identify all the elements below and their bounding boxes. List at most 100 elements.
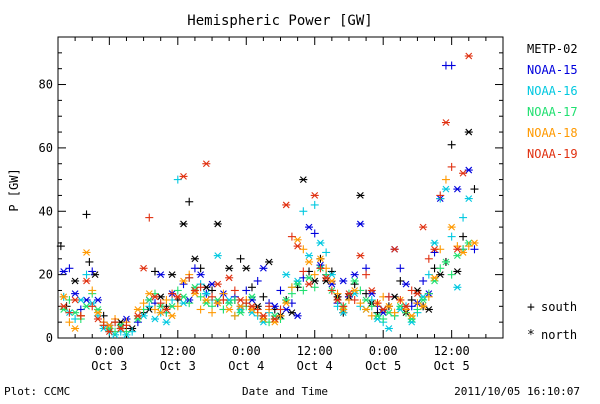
data-point-noaa-15 xyxy=(419,276,428,285)
data-point-noaa-18 xyxy=(293,236,302,244)
data-point-noaa-18 xyxy=(407,312,416,320)
data-point-noaa-18 xyxy=(430,274,439,282)
x-tick-label-date: Oct 4 xyxy=(297,359,333,373)
data-point-noaa-16 xyxy=(305,252,314,260)
data-point-noaa-15 xyxy=(276,286,285,295)
data-point-noaa-16 xyxy=(430,239,439,247)
data-point-noaa-19 xyxy=(265,302,274,311)
data-point-metp-02 xyxy=(56,242,65,251)
chart-title: Hemispheric Power [GW] xyxy=(187,13,372,29)
data-point-noaa-17 xyxy=(453,252,462,260)
data-point-metp-02 xyxy=(168,271,177,279)
data-point-noaa-19 xyxy=(276,305,285,314)
data-point-noaa-16 xyxy=(384,325,393,332)
data-point-noaa-19 xyxy=(464,52,473,60)
data-point-noaa-19 xyxy=(111,318,120,327)
data-point-noaa-17 xyxy=(305,274,314,282)
data-point-noaa-16 xyxy=(150,315,159,323)
data-point-noaa-18 xyxy=(316,255,325,263)
data-point-noaa-19 xyxy=(316,264,325,273)
data-point-noaa-18 xyxy=(305,258,314,266)
data-point-noaa-18 xyxy=(310,270,319,279)
data-point-noaa-15 xyxy=(310,229,319,238)
legend-entry-noaa-17: NOAA-17 xyxy=(527,105,578,119)
data-points xyxy=(56,52,479,339)
data-point-noaa-18 xyxy=(213,299,222,307)
data-point-noaa-18 xyxy=(145,290,154,298)
data-point-noaa-15 xyxy=(93,296,102,304)
data-point-noaa-17 xyxy=(447,270,456,279)
data-point-noaa-18 xyxy=(133,306,142,313)
data-point-noaa-19 xyxy=(230,286,239,295)
data-point-metp-02 xyxy=(213,220,222,228)
data-point-noaa-19 xyxy=(219,295,228,304)
marker-legend-label: south xyxy=(541,300,577,314)
data-point-noaa-18 xyxy=(282,299,291,307)
data-point-noaa-18 xyxy=(156,309,165,317)
data-point-noaa-19 xyxy=(139,264,148,272)
data-point-noaa-19 xyxy=(339,302,348,311)
data-point-metp-02 xyxy=(447,140,456,149)
data-point-noaa-18 xyxy=(71,325,80,332)
x-tick-label-time: 0:00 xyxy=(232,344,261,358)
data-point-noaa-18 xyxy=(168,312,177,320)
data-point-noaa-16 xyxy=(459,213,468,222)
data-point-noaa-19 xyxy=(293,242,302,250)
data-point-metp-02 xyxy=(185,197,194,206)
legend-entry-noaa-16: NOAA-16 xyxy=(527,84,578,98)
data-point-noaa-16 xyxy=(310,200,319,209)
data-point-noaa-18 xyxy=(202,296,211,304)
data-point-noaa-16 xyxy=(145,302,154,311)
x-tick-label-date: Oct 4 xyxy=(228,359,264,373)
y-axis-ticks: 0 20 40 60 80 xyxy=(39,52,503,345)
data-point-noaa-19 xyxy=(133,312,142,320)
data-point-noaa-19 xyxy=(419,223,428,231)
data-point-noaa-15 xyxy=(65,264,74,273)
data-point-metp-02 xyxy=(85,257,94,266)
data-point-noaa-19 xyxy=(453,245,462,253)
data-point-metp-02 xyxy=(299,176,308,183)
data-point-metp-02 xyxy=(82,210,91,219)
data-point-noaa-17 xyxy=(367,302,376,311)
data-point-noaa-15 xyxy=(339,277,348,285)
data-point-noaa-18 xyxy=(139,299,148,308)
data-point-noaa-16 xyxy=(441,185,450,193)
data-point-metp-02 xyxy=(396,276,405,285)
data-point-noaa-16 xyxy=(316,239,325,247)
data-point-noaa-17 xyxy=(362,296,371,304)
data-point-noaa-19 xyxy=(373,299,382,308)
data-point-noaa-16 xyxy=(453,283,462,291)
data-point-noaa-19 xyxy=(390,245,399,253)
data-point-noaa-18 xyxy=(65,318,74,327)
data-point-metp-02 xyxy=(225,264,234,272)
data-point-noaa-19 xyxy=(344,290,353,298)
data-point-noaa-15 xyxy=(59,268,68,275)
data-point-noaa-17 xyxy=(145,296,154,304)
data-point-metp-02 xyxy=(310,277,319,285)
x-tick-label-date: Oct 5 xyxy=(434,359,470,373)
data-point-noaa-18 xyxy=(459,249,468,256)
data-point-noaa-19 xyxy=(208,292,217,301)
data-point-noaa-16 xyxy=(202,290,211,298)
data-point-noaa-19 xyxy=(436,191,445,200)
data-point-noaa-19 xyxy=(105,328,114,336)
data-point-noaa-19 xyxy=(122,321,131,330)
data-point-noaa-19 xyxy=(253,305,262,314)
data-point-noaa-18 xyxy=(419,302,428,310)
data-point-noaa-19 xyxy=(413,290,422,298)
data-point-noaa-18 xyxy=(82,249,91,256)
marker-legend: + south * north xyxy=(527,300,577,343)
data-point-metp-02 xyxy=(459,232,468,241)
data-point-noaa-17 xyxy=(419,296,428,304)
data-point-noaa-19 xyxy=(173,293,182,301)
data-point-noaa-19 xyxy=(282,201,291,209)
footer-right: 2011/10/05 16:10:07 xyxy=(454,385,580,398)
data-point-noaa-15 xyxy=(356,220,365,228)
legend: METP-02 NOAA-15 NOAA-16 NOAA-17 NOAA-18 NOAA-… xyxy=(527,42,578,161)
data-point-noaa-19 xyxy=(310,192,319,199)
data-point-noaa-16 xyxy=(447,232,456,241)
data-point-noaa-16 xyxy=(282,271,291,279)
data-point-noaa-19 xyxy=(242,299,251,308)
data-point-metp-02 xyxy=(436,271,445,279)
